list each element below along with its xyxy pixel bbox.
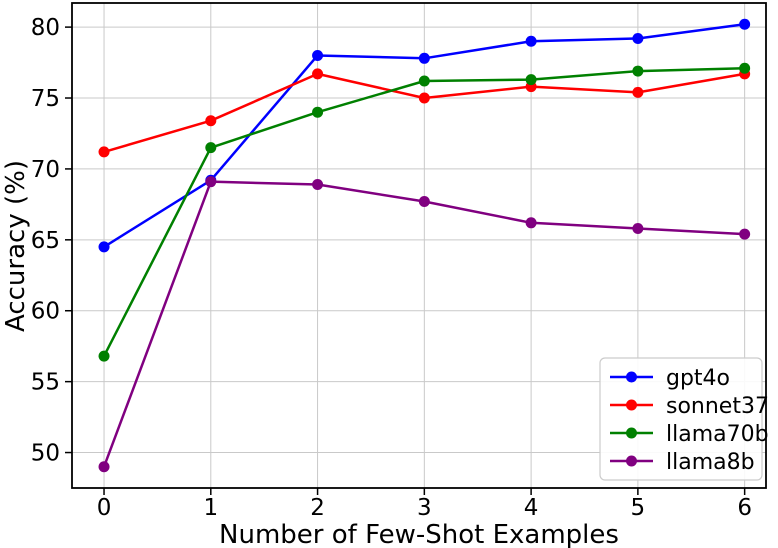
data-point-llama8b [632, 222, 644, 234]
plot-border [71, 2, 767, 489]
legend-label-llama8b: llama8b [666, 450, 755, 475]
y-tick-label: 50 [31, 441, 60, 467]
data-point-gpt4o [98, 241, 110, 253]
data-point-llama70b [525, 74, 537, 86]
x-tick-label: 2 [310, 495, 325, 521]
y-tick-label: 55 [31, 370, 60, 396]
data-point-gpt4o [418, 52, 430, 64]
y-axis-label: Accuracy (%) [1, 160, 31, 332]
legend-box [599, 357, 763, 481]
data-point-llama70b [632, 65, 644, 77]
legend: gpt4o sonnet37 llama70b llama8b [599, 357, 769, 481]
legend-label-llama70b: llama70b [666, 422, 769, 447]
data-point-llama70b [312, 106, 324, 118]
legend-label-sonnet37: sonnet37 [666, 394, 769, 419]
data-point-sonnet37 [632, 86, 644, 98]
x-tick-label: 0 [97, 495, 112, 521]
x-tick-label: 6 [737, 495, 752, 521]
y-tick-label: 70 [31, 157, 60, 183]
data-point-gpt4o [525, 35, 537, 47]
x-tick-label: 5 [631, 495, 646, 521]
data-point-llama8b [205, 176, 217, 188]
data-point-sonnet37 [98, 146, 110, 158]
data-point-llama8b [739, 228, 751, 240]
data-point-llama8b [418, 196, 430, 208]
data-point-llama70b [739, 62, 751, 74]
data-point-sonnet37 [312, 68, 324, 80]
legend-handle-marker-llama70b [626, 427, 637, 439]
data-point-llama8b [525, 217, 537, 229]
axes-layer: 0 1 2 3 4 5 6 50 55 60 65 70 75 80 [31, 2, 767, 521]
legend-handle-marker-sonnet37 [626, 399, 637, 411]
data-point-llama70b [205, 142, 217, 154]
y-tick-label: 60 [31, 299, 60, 325]
data-point-llama8b [312, 179, 324, 191]
y-tick-label: 65 [31, 228, 60, 254]
data-point-sonnet37 [205, 115, 217, 127]
y-tick-label: 75 [31, 86, 60, 112]
x-tick-label: 3 [417, 495, 432, 521]
series-layer [98, 18, 751, 473]
x-tick-label: 4 [524, 495, 539, 521]
data-point-sonnet37 [418, 92, 430, 104]
x-axis-label: Number of Few-Shot Examples [219, 520, 619, 548]
legend-handle-marker-llama8b [626, 455, 637, 467]
legend-label-gpt4o: gpt4o [666, 366, 730, 391]
legend-handle-marker-gpt4o [626, 371, 637, 383]
data-point-gpt4o [632, 32, 644, 44]
y-tick-label: 80 [31, 15, 60, 41]
data-point-llama8b [98, 461, 110, 473]
data-point-gpt4o [312, 49, 324, 61]
x-tick-label: 1 [203, 495, 218, 521]
data-point-llama70b [418, 75, 430, 87]
data-point-llama70b [98, 350, 110, 362]
data-point-gpt4o [739, 18, 751, 30]
